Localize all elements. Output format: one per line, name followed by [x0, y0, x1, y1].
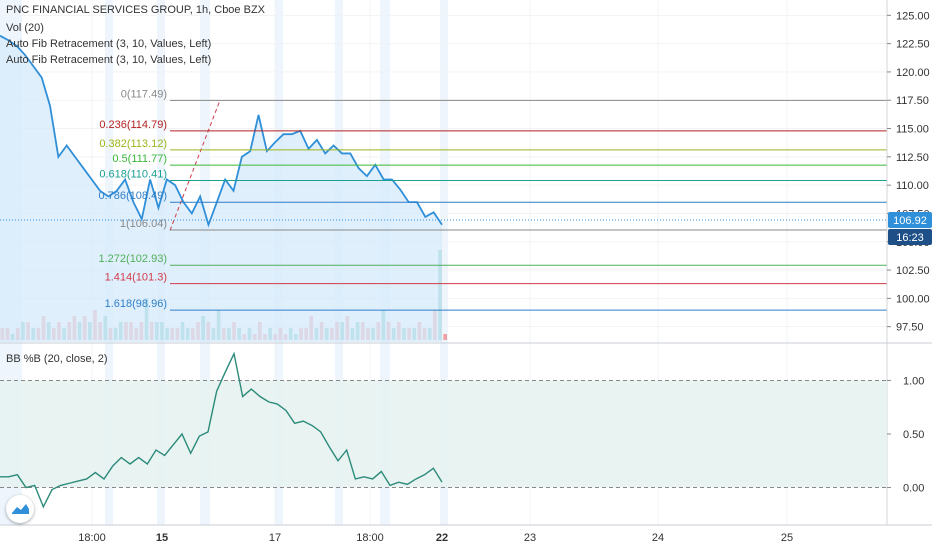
- tradingview-logo[interactable]: [6, 495, 34, 523]
- x-tick-label: 22: [436, 532, 448, 544]
- fib-level-label: 0(117.49): [121, 88, 167, 100]
- fib-level-label: 1.272(102.93): [99, 253, 168, 265]
- indicator-label-bb: BB %B (20, close, 2): [6, 353, 108, 365]
- osc-tick-label: 0.50: [903, 429, 924, 441]
- x-tick-label: 17: [269, 532, 281, 544]
- bb-band: [0, 380, 887, 488]
- y-tick-label: 102.50: [896, 265, 930, 277]
- x-tick-label: 23: [524, 532, 536, 544]
- y-tick-label: 112.50: [896, 152, 929, 164]
- x-tick-label: 18:00: [78, 532, 106, 544]
- indicator-label-vol: Vol (20): [6, 22, 44, 34]
- indicator-label-fib-2: Auto Fib Retracement (3, 10, Values, Lef…: [6, 54, 212, 66]
- fib-level-label: 1(106.04): [120, 218, 167, 230]
- fib-level-label: 0.5(111.77): [112, 153, 167, 165]
- logo-icon: [12, 504, 29, 514]
- osc-tick-label: 1.00: [903, 375, 924, 387]
- fib-level-label: 0.236(114.79): [99, 119, 167, 131]
- fib-level-label: 0.786(108.49): [99, 190, 168, 202]
- price-badge: [888, 212, 932, 229]
- volume-bar: [443, 334, 447, 340]
- osc-tick-label: 0.00: [903, 483, 924, 495]
- x-tick-label: 15: [156, 532, 168, 544]
- fib-level-label: 1.414(101.3): [105, 272, 167, 284]
- session-shade: [440, 0, 448, 525]
- y-tick-label: 120.00: [896, 67, 930, 79]
- time-badge-text: 16:23: [896, 232, 924, 244]
- fib-level-label: 0.618(110.41): [99, 169, 167, 181]
- y-tick-label: 115.00: [896, 124, 929, 136]
- price-badge-text: 106.92: [893, 215, 927, 227]
- y-tick-label: 100.00: [896, 293, 930, 305]
- price-line: [0, 34, 443, 228]
- symbol-title: PNC FINANCIAL SERVICES GROUP, 1h, Cboe B…: [6, 4, 265, 16]
- fib-trend-line: [169, 100, 221, 231]
- x-tick-label: 25: [781, 532, 793, 544]
- fib-level-label: 1.618(98.96): [105, 298, 167, 310]
- time-badge: [888, 229, 932, 246]
- y-tick-label: 122.50: [896, 39, 930, 51]
- y-tick-label: 117.50: [896, 95, 929, 107]
- x-tick-label: 24: [652, 532, 664, 544]
- x-tick-label: 18:00: [356, 532, 384, 544]
- y-tick-label: 125.00: [896, 10, 930, 22]
- fib-level-label: 0.382(113.12): [99, 138, 167, 150]
- indicator-label-fib-1: Auto Fib Retracement (3, 10, Values, Lef…: [6, 38, 212, 50]
- y-tick-label: 110.00: [896, 180, 929, 192]
- bb-line: [0, 351, 443, 509]
- y-tick-label: 97.50: [896, 322, 924, 334]
